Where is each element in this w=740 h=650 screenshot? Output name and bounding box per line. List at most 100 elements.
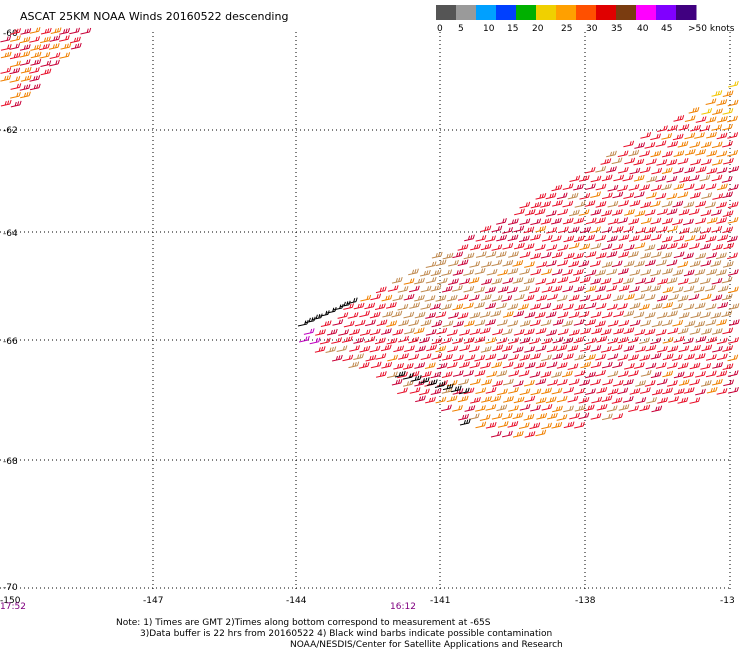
wind-barb xyxy=(470,396,481,404)
legend-label-50: >50 knots xyxy=(688,24,735,34)
wind-barb xyxy=(457,294,469,301)
wind-barb xyxy=(668,396,679,403)
wind-barb xyxy=(545,396,557,404)
wind-barb xyxy=(673,371,685,379)
wind-barb xyxy=(397,303,409,311)
wind-barb xyxy=(679,176,691,183)
wind-barb xyxy=(446,395,458,403)
wind-barb xyxy=(601,174,613,182)
wind-barb xyxy=(408,319,420,327)
wind-barb xyxy=(578,396,590,404)
wind-barb xyxy=(651,388,663,396)
wind-barb xyxy=(716,201,727,209)
wind-barb xyxy=(507,303,519,310)
wind-barb xyxy=(534,244,546,251)
wind-barb xyxy=(452,303,464,311)
wind-barb xyxy=(644,142,656,149)
wind-barb xyxy=(656,294,668,302)
wind-barb xyxy=(635,345,646,353)
map-title: ASCAT 25KM NOAA Winds 20160522 descendin… xyxy=(20,10,288,23)
wind-barb xyxy=(397,387,408,395)
wind-barb xyxy=(311,313,323,321)
wind-barb xyxy=(414,277,425,285)
wind-barb xyxy=(600,277,612,285)
wind-barb xyxy=(717,285,729,293)
wind-barb xyxy=(490,395,502,403)
note-line-3: NOAA/NESDIS/Center for Satellite Applica… xyxy=(290,640,563,650)
wind-barb xyxy=(716,353,728,361)
wind-barb xyxy=(695,148,706,156)
wind-barb xyxy=(402,363,414,370)
wind-barb xyxy=(40,68,52,76)
wind-barb xyxy=(617,166,629,174)
wind-barb xyxy=(562,285,574,293)
wind-barb xyxy=(458,413,469,421)
wind-barb xyxy=(536,294,548,302)
legend-label-15: 15 xyxy=(507,24,518,34)
wind-barb xyxy=(464,234,475,242)
wind-barb xyxy=(442,252,454,260)
wind-barb xyxy=(574,303,586,311)
wind-barb xyxy=(728,386,739,394)
wind-barb xyxy=(485,302,496,310)
wind-barb xyxy=(501,430,513,438)
wind-barb xyxy=(332,319,344,326)
wind-barb xyxy=(535,361,547,369)
wind-barb xyxy=(705,370,717,378)
wind-barb xyxy=(656,345,668,353)
legend-label-5: 5 xyxy=(458,24,464,34)
wind-barb xyxy=(58,35,70,42)
wind-barb xyxy=(672,269,684,276)
wind-barb xyxy=(683,371,694,379)
wind-barb xyxy=(640,132,652,139)
wind-barb xyxy=(677,261,689,268)
wind-barb xyxy=(442,353,453,361)
wind-barb xyxy=(410,375,422,382)
wind-barb xyxy=(523,294,535,302)
wind-barb xyxy=(546,361,558,369)
wind-barb xyxy=(298,335,310,343)
wind-barb xyxy=(463,337,475,344)
wind-barb xyxy=(728,319,740,326)
wind-barb xyxy=(635,277,647,285)
wind-barb xyxy=(701,344,713,352)
wind-barb xyxy=(481,278,492,285)
wind-barb xyxy=(503,396,514,403)
wind-barb xyxy=(561,268,573,276)
wind-barb xyxy=(425,329,437,336)
wind-barb xyxy=(524,395,536,403)
wind-barb xyxy=(479,327,491,334)
wind-barb xyxy=(452,337,464,344)
wind-barb xyxy=(491,244,503,251)
wind-barb xyxy=(700,227,712,234)
wind-barb xyxy=(496,404,508,412)
wind-barb xyxy=(694,320,706,328)
wind-barb xyxy=(550,235,562,242)
wind-barb xyxy=(638,303,650,311)
wind-barb xyxy=(29,27,41,34)
wind-barb xyxy=(0,51,12,59)
wind-barb xyxy=(513,310,525,318)
wind-barb xyxy=(585,285,597,293)
wind-barb xyxy=(650,233,662,241)
wind-barb xyxy=(394,370,406,378)
wind-barb xyxy=(59,52,71,59)
wind-barb xyxy=(694,302,706,310)
wind-barb xyxy=(580,327,591,335)
wind-barb xyxy=(475,421,487,429)
wind-barb xyxy=(673,235,685,242)
wind-barb xyxy=(694,183,706,191)
wind-barb xyxy=(475,251,487,258)
wind-barb xyxy=(398,319,410,327)
wind-barb xyxy=(640,268,652,276)
legend-swatch xyxy=(676,5,697,20)
wind-barb xyxy=(711,90,723,97)
wind-barb xyxy=(644,259,656,267)
wind-barb xyxy=(684,148,696,156)
wind-barb xyxy=(644,209,656,216)
wind-barb xyxy=(403,311,415,319)
wind-barb xyxy=(704,284,716,292)
wind-barb xyxy=(464,405,476,412)
wind-barb xyxy=(722,327,734,335)
wind-barb xyxy=(424,362,436,369)
